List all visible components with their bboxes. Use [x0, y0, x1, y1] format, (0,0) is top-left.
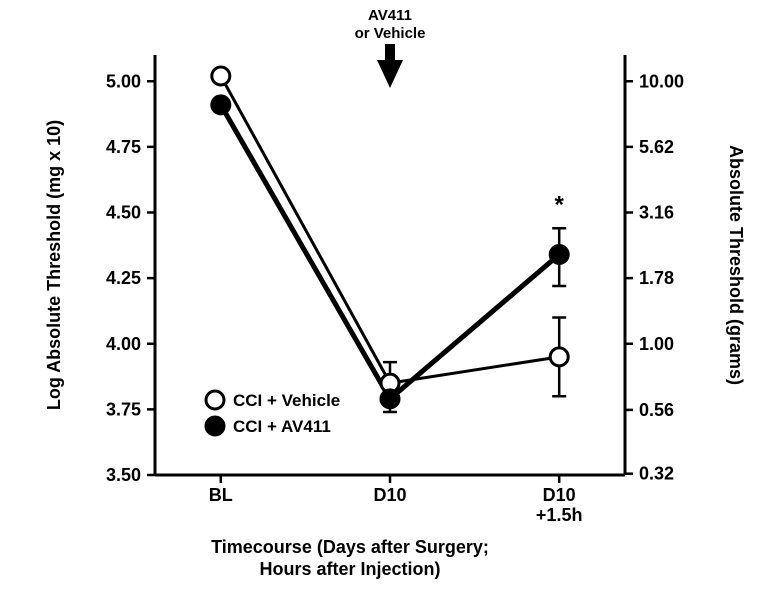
threshold-line-chart: 3.50 3.75 4.00 4.25 4.50 4.75 5.00 0.32 0.56 1.00… — [0, 0, 771, 603]
y-right-tick-label: 0.32 — [639, 464, 674, 484]
legend-label: CCI + Vehicle — [233, 391, 340, 410]
y-right-tick-label: 0.56 — [639, 400, 674, 420]
marker-filled-circle — [381, 390, 399, 408]
x-tick-label: +1.5h — [536, 505, 583, 525]
y-left-tick-label: 3.75 — [106, 399, 141, 419]
y-right-tick-label: 5.62 — [639, 137, 674, 157]
x-title-line2: Hours after Injection) — [259, 559, 440, 579]
marker-open-circle — [550, 348, 568, 366]
marker-open-circle — [212, 67, 230, 85]
legend-label: CCI + AV411 — [233, 417, 331, 436]
legend-marker-open-circle — [206, 391, 224, 409]
y-left-tick-label: 5.00 — [106, 71, 141, 91]
marker-filled-circle — [550, 246, 568, 264]
annotation-line1: AV411 — [368, 7, 412, 24]
y-right-tick-label: 1.00 — [639, 334, 674, 354]
y-left-tick-label: 4.75 — [106, 137, 141, 157]
x-title-line1: Timecourse (Days after Surgery; — [211, 537, 489, 557]
y-left-tick-label: 4.00 — [106, 334, 141, 354]
y-right-tick-label: 1.78 — [639, 268, 674, 288]
series-line — [221, 76, 559, 383]
y-right-tick-label: 3.16 — [639, 203, 674, 223]
y-left-title: Log Absolute Threshold (mg x 10) — [44, 120, 64, 410]
y-right-title: Absolute Threshold (grams) — [726, 145, 746, 385]
legend-marker-filled-circle — [206, 417, 224, 435]
y-left-tick-label: 4.25 — [106, 268, 141, 288]
x-tick-label: D10 — [543, 485, 576, 505]
x-tick-label: BL — [209, 485, 233, 505]
y-left-tick-label: 3.50 — [106, 465, 141, 485]
series-line — [221, 105, 559, 399]
annotation-line2: or Vehicle — [355, 25, 426, 42]
down-arrow-icon — [377, 44, 403, 88]
y-left-tick-label: 4.50 — [106, 203, 141, 223]
significance-star: * — [555, 192, 565, 219]
marker-filled-circle — [212, 96, 230, 114]
x-tick-label: D10 — [373, 485, 406, 505]
y-right-tick-label: 10.00 — [639, 71, 684, 91]
